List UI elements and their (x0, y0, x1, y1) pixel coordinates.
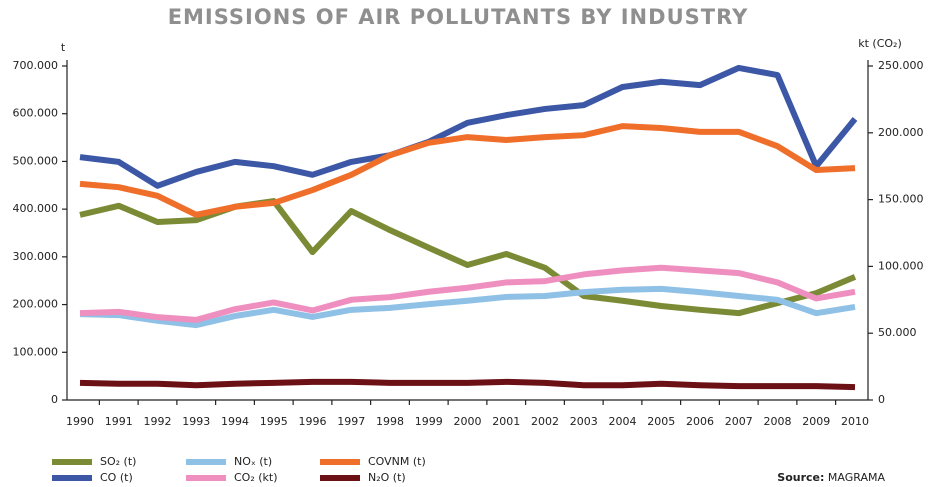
x-tick-label: 1991 (105, 415, 133, 428)
x-tick-label: 1993 (182, 415, 210, 428)
series-line (79, 64, 858, 189)
x-tick-label: 2009 (802, 415, 830, 428)
y2-tick-label: 0 (878, 393, 885, 406)
series-line (79, 123, 856, 218)
y-tick-label: 600.000 (13, 107, 59, 120)
x-tick-label: 1998 (376, 415, 404, 428)
x-tick-label: 2001 (492, 415, 520, 428)
series-line (79, 378, 856, 391)
series-line (79, 198, 857, 317)
y-tick-label: 500.000 (13, 154, 59, 167)
legend-label: N₂O (t) (368, 471, 406, 484)
y2-axis-label: kt (CO₂) (858, 37, 902, 50)
x-tick-label: 2007 (725, 415, 753, 428)
y2-tick-label: 100.000 (878, 259, 924, 272)
source-text: MAGRAMA (828, 471, 886, 484)
chart-title: EMISSIONS OF AIR POLLUTANTS BY INDUSTRY (168, 5, 749, 29)
legend-label: SO₂ (t) (100, 455, 136, 468)
x-tick-label: 2010 (841, 415, 869, 428)
y-axis-label: t (61, 41, 66, 54)
x-tick-label: 2005 (647, 415, 675, 428)
y-tick-label: 200.000 (13, 298, 59, 311)
x-tick-label: 1992 (144, 415, 172, 428)
y2-tick-label: 250.000 (878, 59, 924, 72)
y-tick-label: 300.000 (13, 250, 59, 263)
source-label: Source: (777, 471, 824, 484)
x-tick-label: 2004 (609, 415, 637, 428)
source: Source: MAGRAMA (777, 471, 885, 484)
x-tick-label: 2008 (764, 415, 792, 428)
legend-label: NOₓ (t) (234, 455, 272, 468)
x-tick-label: 1997 (337, 415, 365, 428)
y-tick-label: 0 (51, 393, 58, 406)
y2-tick-label: 200.000 (878, 126, 924, 139)
x-tick-label: 1995 (260, 415, 288, 428)
legend-label: CO₂ (kt) (234, 471, 278, 484)
y-tick-label: 700.000 (13, 59, 59, 72)
x-tick-label: 1999 (415, 415, 443, 428)
y-tick-label: 100.000 (13, 345, 59, 358)
x-tick-label: 2000 (454, 415, 482, 428)
y2-tick-label: 150.000 (878, 193, 924, 206)
x-tick-label: 1990 (66, 415, 94, 428)
legend-label: COVNM (t) (368, 455, 426, 468)
y2-tick-label: 50.000 (878, 326, 917, 339)
series-line (79, 264, 856, 323)
x-tick-label: 2003 (570, 415, 598, 428)
x-tick-label: 2002 (531, 415, 559, 428)
series-line (79, 285, 856, 329)
y-tick-label: 400.000 (13, 202, 59, 215)
x-tick-label: 1996 (299, 415, 327, 428)
legend-label: CO (t) (100, 471, 133, 484)
x-tick-label: 2006 (686, 415, 714, 428)
x-tick-label: 1994 (221, 415, 249, 428)
